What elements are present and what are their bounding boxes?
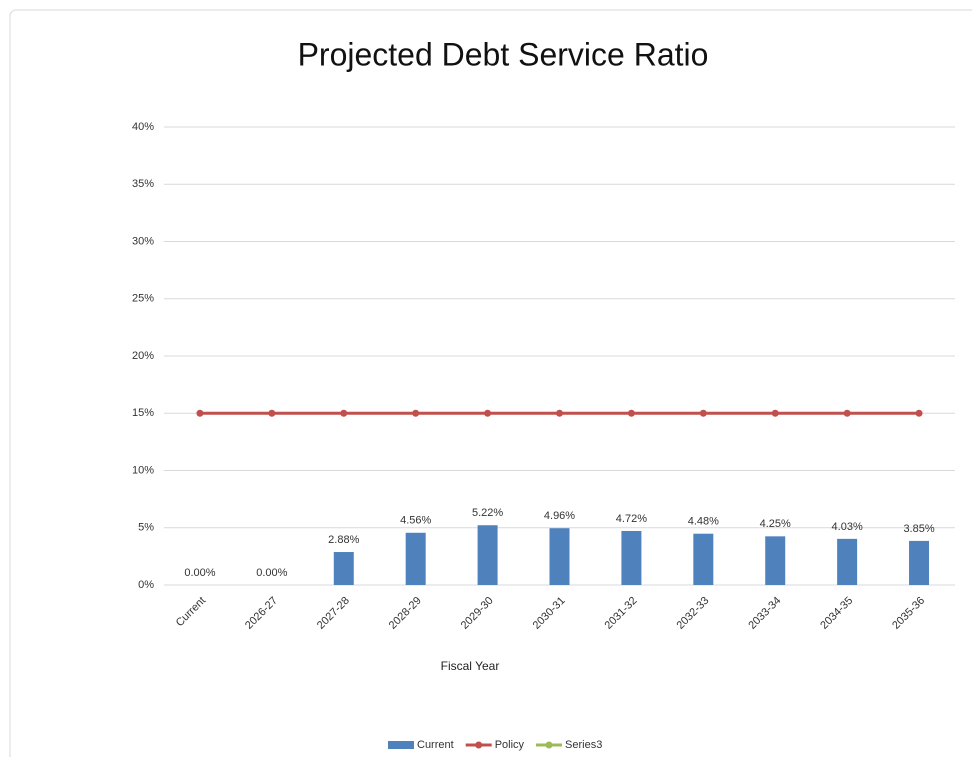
x-axis-label: Fiscal Year (441, 659, 500, 673)
y-tick-label: 20% (132, 350, 154, 362)
data-label: 4.72% (616, 513, 647, 525)
data-label: 4.25% (760, 518, 791, 530)
legend-label: Policy (495, 739, 525, 751)
bar (693, 533, 714, 585)
bar (333, 552, 354, 585)
chart-frame (9, 9, 972, 757)
y-tick-label: 25% (132, 293, 154, 305)
line-marker (843, 409, 851, 417)
data-label: 4.48% (688, 516, 719, 528)
bar (909, 540, 930, 585)
legend-swatch (475, 741, 483, 749)
line-marker (915, 409, 923, 417)
line-marker (771, 409, 779, 417)
line-marker (627, 409, 635, 417)
line-marker (268, 409, 276, 417)
legend-swatch (388, 741, 414, 749)
bar (405, 532, 426, 585)
data-label: 2.88% (328, 534, 359, 546)
legend-label: Current (417, 739, 454, 751)
data-label: 4.03% (832, 521, 863, 533)
legend-swatch (545, 741, 553, 749)
line-marker (484, 409, 492, 417)
bar (477, 525, 498, 585)
line-marker (556, 409, 563, 417)
data-label: 0.00% (256, 567, 287, 579)
chart-title: Projected Debt Service Ratio (298, 36, 709, 72)
data-label: 4.56% (400, 515, 431, 527)
y-tick-label: 35% (132, 178, 154, 190)
y-tick-label: 40% (132, 121, 154, 133)
line-marker (412, 409, 420, 417)
y-tick-label: 30% (132, 235, 154, 247)
legend-label: Series3 (565, 739, 602, 751)
y-tick-label: 5% (138, 522, 154, 534)
line-marker (699, 409, 707, 417)
y-tick-label: 0% (138, 579, 154, 591)
data-label: 5.22% (472, 507, 503, 519)
y-tick-label: 15% (132, 407, 154, 419)
bar (765, 536, 786, 585)
data-label: 0.00% (184, 567, 215, 579)
bar (549, 528, 570, 585)
line-marker (196, 409, 204, 417)
data-label: 4.96% (544, 510, 575, 522)
bar (621, 530, 642, 585)
bar (837, 538, 858, 585)
y-tick-label: 10% (132, 464, 154, 476)
line-marker (340, 409, 348, 417)
data-label: 3.85% (903, 523, 934, 535)
